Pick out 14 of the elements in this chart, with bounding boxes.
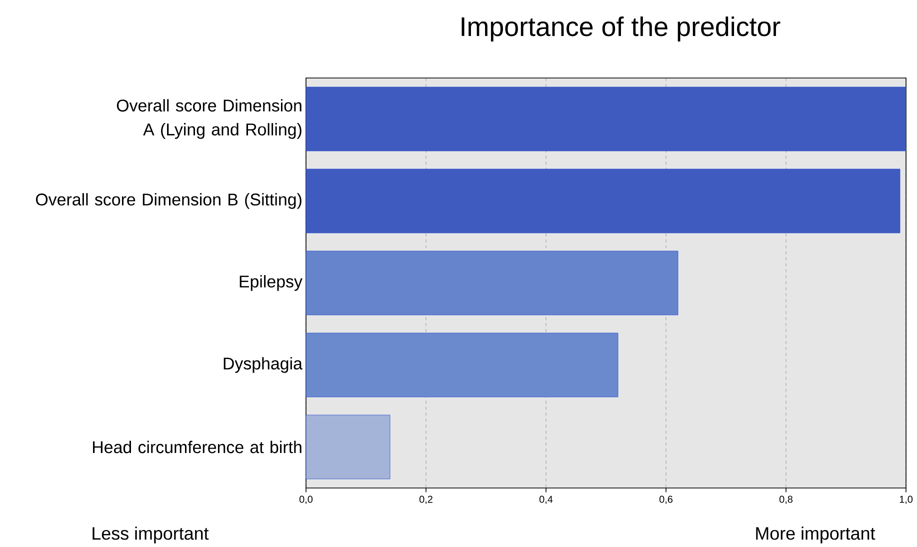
x-tick-label: 0,0 (299, 496, 313, 504)
y-tick-label: Overall score Dimension B (Sitting) (36, 193, 302, 209)
x-tick-label: 0,2 (419, 496, 432, 504)
chart-title: Importance of the predictor (462, 16, 780, 42)
y-tick-label: Overall score Dimension A (Lying and Rolling) (116, 99, 302, 139)
x-tick-label: 0,6 (659, 496, 672, 504)
text: More important (756, 526, 876, 544)
y-tick-label: Dysphagia (224, 357, 302, 373)
y-tick-label: Epilepsy (240, 275, 302, 291)
x-tick-label: 0,4 (539, 496, 553, 504)
text: Less important (92, 526, 209, 544)
x-tick-label: 1,0 (900, 496, 913, 504)
y-tick-label: Head circumference at birth (93, 440, 302, 454)
x-tick-label: 0,8 (779, 496, 792, 504)
